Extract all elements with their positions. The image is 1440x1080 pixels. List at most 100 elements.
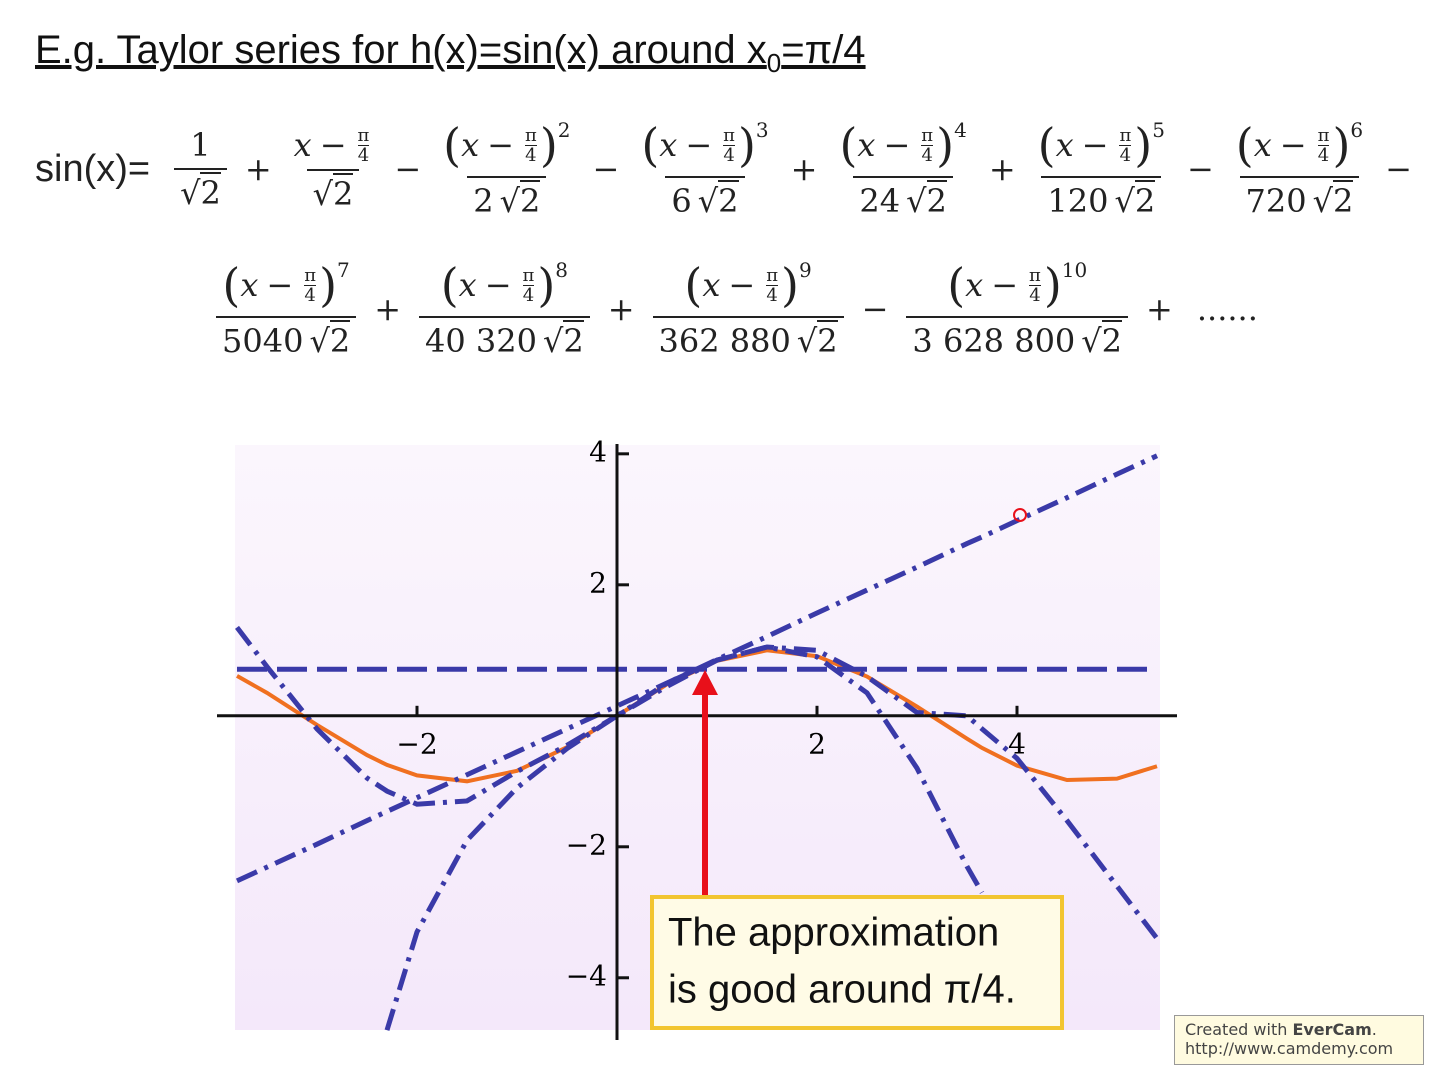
root: √ xyxy=(309,322,330,360)
exponent: 9 xyxy=(799,258,812,282)
radicand: 2 xyxy=(817,320,838,360)
paren: ( xyxy=(641,118,660,172)
y-tick-label: 2 xyxy=(589,566,607,599)
title-sub: 0 xyxy=(766,48,782,78)
minus: − xyxy=(487,126,514,164)
exponent: 6 xyxy=(1350,118,1364,142)
coefficient: 24 xyxy=(859,182,901,220)
y-tick-label: −4 xyxy=(566,959,607,992)
coefficient: 3 628 800 xyxy=(912,322,1076,360)
variable: x xyxy=(240,266,259,304)
operator: − xyxy=(592,150,620,188)
pi: π xyxy=(357,124,370,146)
pi: π xyxy=(766,264,779,286)
operator: + xyxy=(988,150,1016,188)
exponent: 7 xyxy=(337,258,350,282)
minus: − xyxy=(1279,126,1307,164)
pi: π xyxy=(921,124,934,146)
radicand: 2 xyxy=(520,180,541,220)
paren: ( xyxy=(222,258,241,312)
operator: − xyxy=(394,150,422,188)
paren: ) xyxy=(1043,258,1062,312)
exponent: 10 xyxy=(1061,258,1088,282)
variable: x xyxy=(659,126,678,164)
root: √ xyxy=(1081,322,1102,360)
coefficient: 120 xyxy=(1047,182,1109,220)
denominator: 40 320 √2 xyxy=(419,316,590,360)
watermark-brand: EverCam xyxy=(1292,1020,1372,1039)
annotation-box xyxy=(650,895,1064,1030)
variable: x xyxy=(458,266,477,304)
minus: − xyxy=(1081,126,1109,164)
paren: ) xyxy=(936,118,955,172)
operator: + xyxy=(374,290,401,328)
paren: ) xyxy=(781,258,799,312)
radicand: 2 xyxy=(329,320,351,360)
arrow-head xyxy=(692,670,718,695)
radicand: 2 xyxy=(200,172,221,212)
denominator: 3 628 800 √2 xyxy=(906,316,1129,360)
numerator: (x − π 4) 10 xyxy=(943,258,1091,316)
paren: ( xyxy=(839,118,858,172)
exponent: 4 xyxy=(954,118,967,142)
denominator: 720 √2 xyxy=(1239,176,1360,220)
x-tick-label: 4 xyxy=(1008,727,1026,760)
paren: ) xyxy=(1332,118,1351,172)
numerator: (x − π 4) 7 xyxy=(218,258,353,316)
numerator: x − π 4 xyxy=(290,126,377,169)
pi: π xyxy=(1029,264,1041,286)
paren: ( xyxy=(443,118,462,172)
formula-row: (x − π 4) 7 5040 √2 +(x − π 4) 8 40 320 √2 +(x − π 4) 9 362… xyxy=(210,258,1270,360)
paren: ( xyxy=(1235,118,1254,172)
formula-row: sin(x)= 1 √2 + x − π 4 √2−(x − π 4) 2 2 √2−(x − π 4) 3 6 √2 +… xyxy=(35,118,1424,220)
fraction: (x − π 4) 7 5040 √2 xyxy=(216,258,357,360)
variable: x xyxy=(857,126,876,164)
variable: x xyxy=(1253,126,1272,164)
radicand: 2 xyxy=(926,180,947,220)
radicand: 2 xyxy=(333,172,354,213)
numerator: (x − π 4) 6 xyxy=(1232,118,1367,176)
watermark-url: http://www.camdemy.com xyxy=(1185,1039,1394,1058)
paren: ( xyxy=(1037,118,1056,172)
root: √ xyxy=(1114,182,1135,220)
four: 4 xyxy=(1119,144,1132,166)
pi: π xyxy=(304,264,317,286)
coefficient: 2 xyxy=(473,182,494,220)
pi: π xyxy=(1119,124,1132,146)
pi: π xyxy=(1317,124,1330,146)
operator: − xyxy=(1186,150,1214,188)
radicand: 2 xyxy=(1101,320,1123,360)
watermark-text: Created with xyxy=(1185,1020,1293,1039)
y-tick-label: −2 xyxy=(566,828,607,861)
paren: ) xyxy=(319,258,338,312)
minus: − xyxy=(883,126,911,164)
operator: + xyxy=(790,150,818,188)
minus: − xyxy=(728,266,756,304)
root: √ xyxy=(499,182,521,220)
x-tick-label: −2 xyxy=(396,727,437,760)
root: √ xyxy=(312,174,333,213)
variable: x xyxy=(293,126,312,164)
denominator: √2 xyxy=(306,168,360,213)
title-tail: =π/4 xyxy=(781,28,866,72)
paren: ) xyxy=(537,258,556,312)
denominator: 24 √2 xyxy=(853,176,953,220)
series-line xyxy=(384,644,985,1031)
pi: π xyxy=(522,264,535,286)
four: 4 xyxy=(921,144,933,166)
root: √ xyxy=(906,182,927,220)
four: 4 xyxy=(766,284,778,306)
four: 4 xyxy=(1029,284,1041,306)
exponent: 5 xyxy=(1152,118,1165,142)
paren: ) xyxy=(1134,118,1153,172)
denominator: 2 √2 xyxy=(467,176,547,220)
